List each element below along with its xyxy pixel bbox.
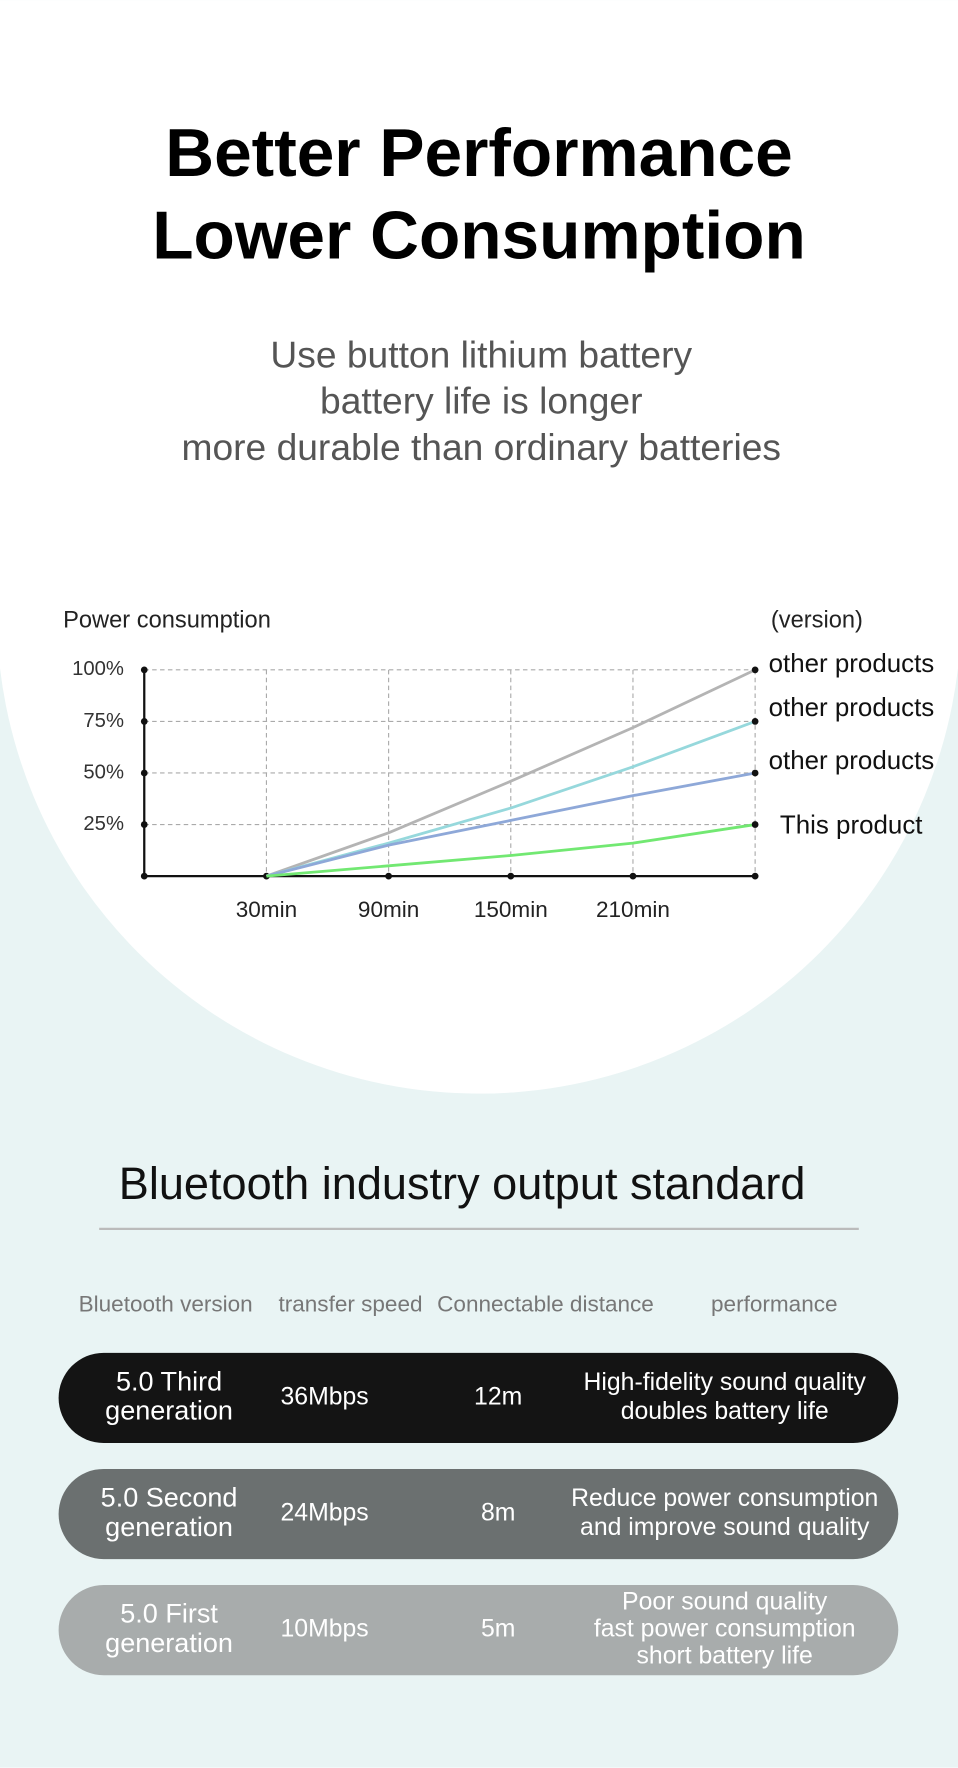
annotation: (version) — [771, 608, 863, 634]
table-row — [58, 1352, 899, 1444]
table-title: Bluetooth industry output standard — [119, 1158, 806, 1209]
y-tick-label: 100% — [72, 658, 124, 680]
series-line — [266, 823, 756, 878]
table-cell: generation — [105, 1396, 233, 1426]
table-cell: 10Mbps — [281, 1616, 369, 1643]
series-line — [265, 668, 756, 878]
table-cell: short battery life — [637, 1643, 813, 1670]
table-cell: and improve sound quality — [580, 1514, 870, 1541]
table-cell: fast power consumption — [594, 1616, 856, 1643]
axis-end — [140, 872, 148, 880]
table-cell: generation — [105, 1628, 233, 1658]
series-label: other products — [769, 650, 935, 678]
series-label: other products — [769, 747, 935, 775]
table-cell: High-fidelity sound quality — [584, 1369, 867, 1396]
series-line — [266, 771, 756, 878]
series-label: other products — [769, 694, 935, 722]
series-label: This product — [780, 811, 923, 839]
subtitle: more durable than ordinary batteries — [182, 426, 781, 468]
series-end-dot — [751, 769, 759, 777]
table-cell: 5.0 Third — [116, 1366, 222, 1396]
y-tick-label: 25% — [83, 813, 124, 835]
x-tick-label: 210min — [596, 897, 670, 922]
table-row — [58, 1585, 899, 1676]
y-tick-label: 75% — [83, 710, 124, 732]
title: Better Performance — [165, 116, 792, 191]
table-row — [58, 1468, 899, 1560]
title: Lower Consumption — [152, 198, 806, 273]
table-cell: 12m — [474, 1383, 522, 1410]
axis-end — [751, 872, 759, 880]
column-header: Connectable distance — [437, 1291, 654, 1316]
table-cell: 36Mbps — [281, 1383, 369, 1410]
column-header: Bluetooth version — [79, 1291, 253, 1316]
y-tick-label: 50% — [83, 761, 124, 783]
background-circle — [0, 129, 958, 1094]
series-end-dot — [751, 821, 759, 828]
table-cell: 5.0 First — [120, 1599, 218, 1629]
table-cell: 5.0 Second — [101, 1483, 238, 1513]
table-cell: doubles battery life — [621, 1398, 829, 1425]
x-tick-label: 30min — [236, 897, 297, 922]
y-axis-label: Power consumption — [63, 608, 271, 634]
table-cell: 8m — [481, 1500, 515, 1527]
table-cell: 5m — [481, 1616, 515, 1643]
x-tick-label: 90min — [358, 897, 419, 922]
subtitle: Use button lithium battery — [270, 333, 692, 375]
series-end-dot — [751, 718, 759, 725]
table-cell: 24Mbps — [281, 1500, 369, 1527]
table-cell: Reduce power consumption — [571, 1485, 878, 1512]
series-end-dot — [751, 666, 759, 674]
table-cell: generation — [105, 1512, 233, 1542]
table-cell: Poor sound quality — [622, 1589, 828, 1616]
column-header: performance — [711, 1291, 837, 1316]
x-tick-label: 150min — [474, 897, 548, 922]
subtitle: battery life is longer — [320, 380, 642, 422]
column-header: transfer speed — [278, 1291, 422, 1316]
